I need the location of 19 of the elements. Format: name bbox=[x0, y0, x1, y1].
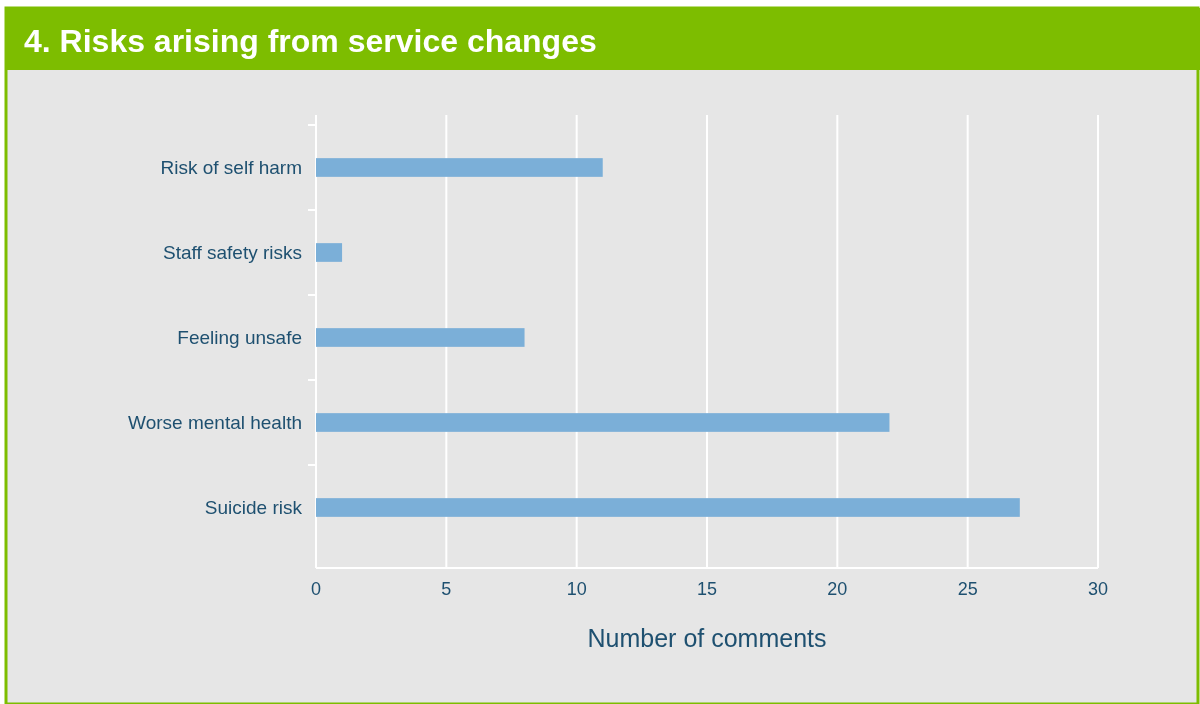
y-tick-label: Suicide risk bbox=[204, 497, 303, 519]
x-tick-label: 30 bbox=[1087, 579, 1109, 599]
y-tick-label: Feeling unsafe bbox=[177, 327, 302, 349]
bar bbox=[316, 243, 343, 262]
x-tick-label: 10 bbox=[566, 579, 587, 599]
x-tick-label: 0 bbox=[310, 579, 322, 599]
y-tick-label: Risk of self harm bbox=[160, 157, 302, 179]
bar bbox=[316, 498, 1020, 517]
x-tick-label: 15 bbox=[696, 579, 718, 599]
x-tick-label: 25 bbox=[957, 579, 978, 599]
y-tick-label: Staff safety risks bbox=[162, 242, 302, 264]
x-tick-label: 20 bbox=[827, 579, 848, 599]
chart-title: 4. Risks arising from service changes bbox=[24, 23, 597, 59]
x-tick-label: 5 bbox=[441, 579, 452, 599]
y-tick-label: Worse mental health bbox=[128, 412, 302, 434]
bar bbox=[316, 413, 890, 432]
x-axis-title: Number of comments bbox=[587, 624, 827, 652]
bar bbox=[316, 158, 603, 177]
bar bbox=[316, 328, 525, 347]
